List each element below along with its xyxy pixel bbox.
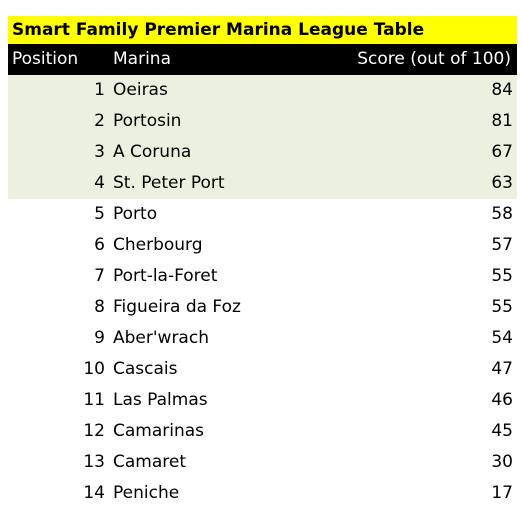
table-row: 12 Camarinas 45 [8,416,517,447]
marina-cell: Las Palmas [113,390,208,410]
marina-cell: Camarinas [113,421,205,441]
marina-cell: A Coruna [113,142,192,162]
table-row: 7 Port-la-Foret 55 [8,261,517,292]
marina-cell: Camaret [113,452,187,472]
position-cell: 12 [83,421,105,441]
score-cell: 17 [491,483,513,503]
table-row: 2 Portosin 81 [8,106,517,137]
marina-cell: Aber'wrach [113,328,209,348]
position-cell: 4 [94,173,105,193]
score-cell: 81 [491,111,513,131]
score-cell: 84 [491,80,513,100]
header-row: Position Marina Score (out of 100) [8,44,517,75]
score-cell: 58 [491,204,513,224]
marina-cell: Porto [113,204,158,224]
table-row: 13 Camaret 30 [8,447,517,478]
header-score: Score (out of 100) [357,49,511,69]
position-cell: 9 [94,328,105,348]
score-cell: 46 [491,390,513,410]
score-cell: 67 [491,142,513,162]
score-cell: 47 [491,359,513,379]
score-cell: 30 [491,452,513,472]
marina-cell: Portosin [113,111,182,131]
position-cell: 11 [83,390,105,410]
marina-cell: Oeiras [113,80,168,100]
table-row: 3 A Coruna 67 [8,137,517,168]
league-table: Smart Family Premier Marina League Table… [8,16,517,509]
marina-cell: Port-la-Foret [113,266,218,286]
table-row: 1 Oeiras 84 [8,75,517,106]
table-row: 11 Las Palmas 46 [8,385,517,416]
table-row: 4 St. Peter Port 63 [8,168,517,199]
position-cell: 6 [94,235,105,255]
position-cell: 10 [83,359,105,379]
position-cell: 14 [83,483,105,503]
table-row: 8 Figueira da Foz 55 [8,292,517,323]
position-cell: 7 [94,266,105,286]
score-cell: 55 [491,297,513,317]
table-body: 1 Oeiras 84 2 Portosin 81 3 A Coruna 67 4 St. Pete… [8,75,517,509]
table-row: 14 Peniche 17 [8,478,517,509]
table-title: Smart Family Premier Marina League Table [8,16,517,44]
marina-cell: Cherbourg [113,235,203,255]
marina-cell: Figueira da Foz [113,297,241,317]
position-cell: 2 [94,111,105,131]
position-cell: 1 [94,80,105,100]
score-cell: 63 [491,173,513,193]
score-cell: 54 [491,328,513,348]
table-row: 9 Aber'wrach 54 [8,323,517,354]
score-cell: 55 [491,266,513,286]
header-position: Position [12,49,79,69]
position-cell: 5 [94,204,105,224]
marina-cell: St. Peter Port [113,173,225,193]
marina-cell: Peniche [113,483,180,503]
marina-cell: Cascais [113,359,178,379]
position-cell: 3 [94,142,105,162]
score-cell: 45 [491,421,513,441]
position-cell: 8 [94,297,105,317]
score-cell: 57 [491,235,513,255]
position-cell: 13 [83,452,105,472]
table-row: 5 Porto 58 [8,199,517,230]
table-row: 10 Cascais 47 [8,354,517,385]
header-marina: Marina [113,49,171,69]
table-row: 6 Cherbourg 57 [8,230,517,261]
